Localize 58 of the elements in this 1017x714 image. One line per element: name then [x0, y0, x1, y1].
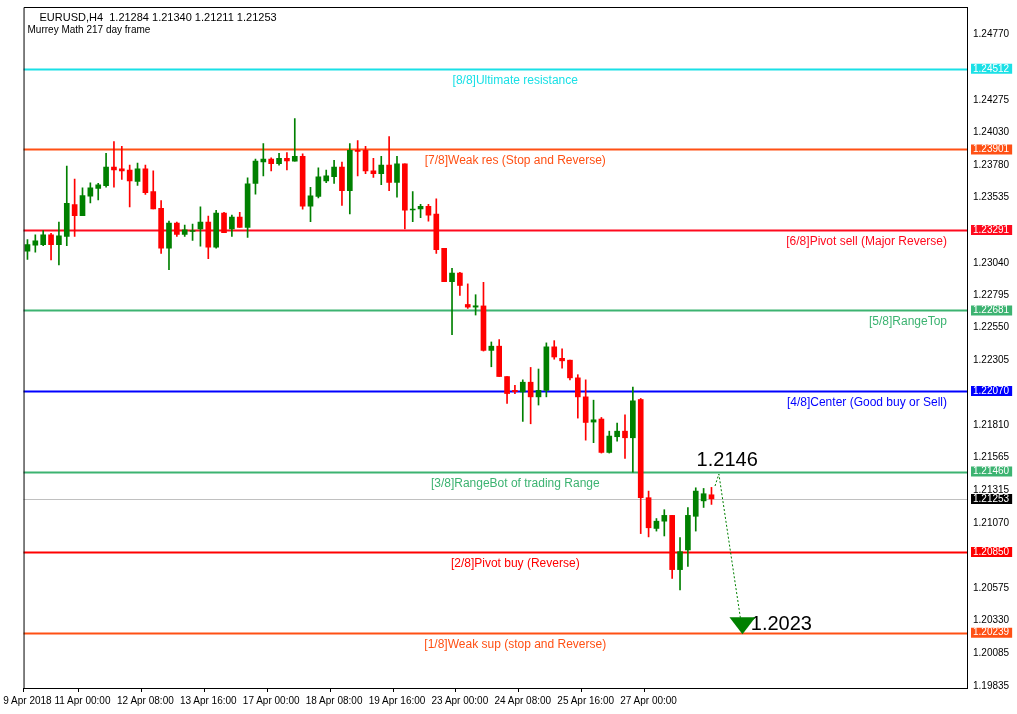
x-tick-label: 12 Apr 08:00	[117, 694, 175, 706]
y-tick-label: 1.20085	[973, 646, 1010, 658]
y-tick-label: 1.24770	[973, 28, 1010, 40]
candlestick	[291, 118, 298, 162]
candlestick	[449, 268, 455, 335]
y-tick-label: 1.23040	[973, 256, 1010, 268]
x-tick-label: 25 Apr 16:00	[557, 694, 615, 706]
y-tick-label: 1.21565	[973, 451, 1010, 463]
y-tick-label: 1.20850	[973, 545, 1010, 557]
y-tick-label: 1.23780	[973, 159, 1010, 171]
y-tick-label: 1.23291	[973, 223, 1010, 235]
y-tick-label: 1.22305	[973, 353, 1010, 365]
ref-line-label: [5/8]RangeTop	[868, 314, 948, 329]
ref-line-label: [1/8]Weak sup (stop and Reverse)	[424, 636, 607, 651]
candlestick	[559, 348, 565, 369]
ref-line-label: [7/8]Weak res (Stop and Reverse)	[424, 153, 606, 168]
candlestick	[464, 283, 471, 309]
text: Murrey Math 217 day frame	[27, 24, 151, 35]
chart-title: EURUSD,H4 1.21284 1.21340 1.21211 1.21253	[39, 11, 277, 23]
x-tick-label: 24 Apr 08:00	[494, 694, 552, 706]
ref-line-label: [6/8]Pivot sell (Major Reverse)	[786, 233, 947, 248]
y-tick-label: 1.23535	[973, 191, 1010, 203]
candlestick	[519, 379, 526, 422]
y-tick-label: 1.22070	[973, 384, 1010, 396]
candlestick	[354, 140, 361, 177]
y-tick-label: 1.24275	[973, 93, 1010, 105]
y-tick-label: 1.20575	[973, 582, 1010, 594]
x-tick-label: 9 Apr 2018	[3, 694, 53, 706]
x-tick-label: 23 Apr 00:00	[431, 694, 489, 706]
x-tick-label: 19 Apr 16:00	[368, 694, 426, 706]
y-tick-label: 1.21460	[973, 465, 1010, 477]
y-tick-label: 1.22681	[973, 304, 1010, 316]
x-tick-label: 18 Apr 08:00	[305, 694, 363, 706]
ref-line-label: [3/8]RangeBot of trading Range	[430, 475, 600, 490]
candlestick	[512, 385, 518, 394]
y-tick-label: 1.21070	[973, 516, 1010, 528]
ref-line-label: [2/8]Pivot buy (Reverse)	[450, 556, 580, 571]
candlestick	[622, 414, 628, 459]
annotation: 1.2146	[696, 447, 758, 470]
y-tick-label: 1.20239	[973, 626, 1010, 638]
y-tick-label: 1.21810	[973, 419, 1010, 431]
ref-line-label: [8/8]Ultimate resistance	[452, 72, 579, 87]
y-tick-label: 1.23901	[973, 143, 1010, 155]
ref-line-label: [4/8]Center (Good buy or Sell)	[786, 395, 947, 410]
x-tick-label: 27 Apr 00:00	[620, 694, 678, 706]
y-tick-label: 1.21253	[973, 492, 1010, 504]
x-tick-label: 17 Apr 00:00	[242, 694, 300, 706]
y-tick-label: 1.19835	[973, 679, 1010, 691]
candlestick	[284, 152, 290, 171]
y-tick-label: 1.24030	[973, 126, 1010, 138]
annotation: 1.2023	[750, 611, 812, 634]
y-tick-label: 1.20330	[973, 614, 1010, 626]
y-tick-label: 1.22550	[973, 321, 1010, 333]
x-tick-label: 13 Apr 16:00	[179, 694, 238, 706]
y-tick-label: 1.24512	[973, 62, 1010, 74]
x-tick-label: 11 Apr 00:00	[54, 694, 111, 706]
candlestick	[56, 221, 62, 266]
y-tick-label: 1.22795	[973, 289, 1010, 301]
